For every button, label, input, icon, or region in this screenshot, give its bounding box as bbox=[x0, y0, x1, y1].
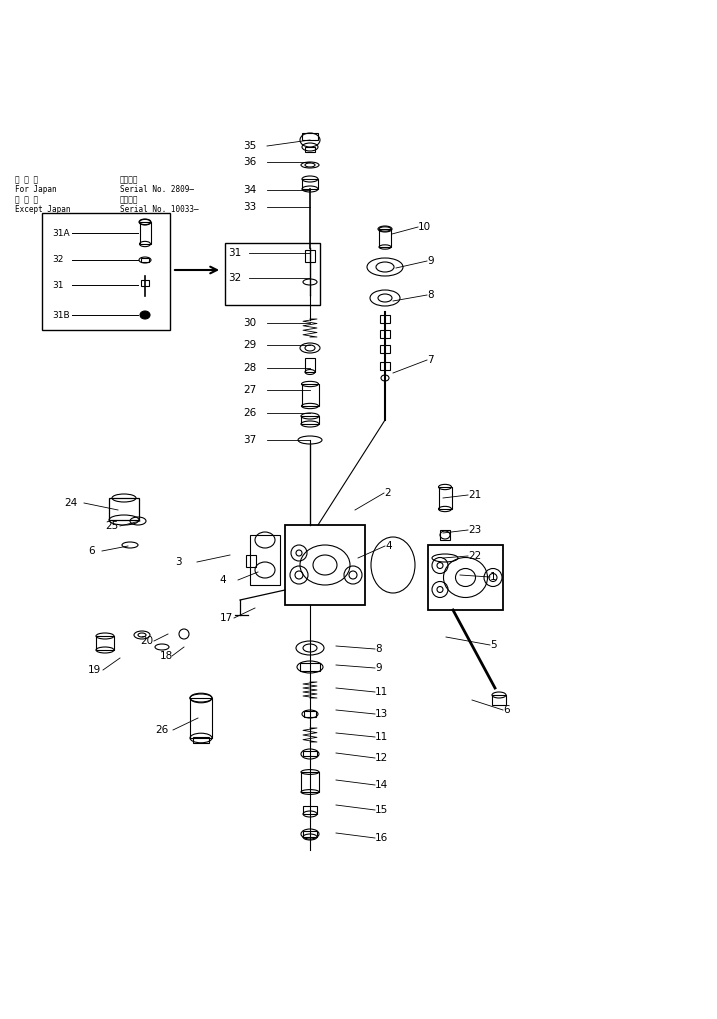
Bar bbox=[193, 737, 209, 743]
Text: 6: 6 bbox=[88, 546, 95, 556]
Bar bbox=[246, 555, 256, 567]
Text: 4: 4 bbox=[219, 575, 226, 585]
Bar bbox=[300, 663, 320, 671]
Text: 22: 22 bbox=[468, 551, 481, 561]
Text: Except Japan: Except Japan bbox=[15, 205, 70, 214]
Bar bbox=[303, 806, 317, 814]
Text: 31: 31 bbox=[228, 248, 241, 258]
Bar bbox=[380, 362, 390, 370]
Text: 适用号碠: 适用号碠 bbox=[120, 175, 138, 184]
Text: 10: 10 bbox=[418, 222, 431, 232]
Text: 14: 14 bbox=[375, 780, 388, 790]
Bar bbox=[380, 345, 390, 353]
Text: 海 外 用: 海 外 用 bbox=[15, 195, 38, 204]
Text: 31B: 31B bbox=[52, 311, 70, 320]
Text: 27: 27 bbox=[243, 385, 256, 395]
Bar bbox=[96, 636, 114, 650]
Bar bbox=[250, 535, 280, 585]
Bar bbox=[492, 695, 506, 705]
Text: Serial No. 2809–: Serial No. 2809– bbox=[120, 185, 194, 194]
Text: 30: 30 bbox=[243, 318, 256, 328]
Text: 4: 4 bbox=[385, 541, 391, 551]
Text: 32: 32 bbox=[52, 256, 63, 265]
Bar bbox=[190, 698, 212, 738]
Bar bbox=[225, 243, 320, 305]
Bar bbox=[301, 416, 319, 424]
Text: 6: 6 bbox=[503, 705, 510, 715]
Ellipse shape bbox=[140, 311, 150, 319]
Bar bbox=[42, 213, 170, 330]
Text: 24: 24 bbox=[64, 498, 77, 508]
Text: 3: 3 bbox=[175, 557, 181, 567]
Text: 16: 16 bbox=[375, 833, 388, 843]
Bar bbox=[302, 179, 318, 189]
Text: 35: 35 bbox=[243, 141, 256, 151]
Text: 7: 7 bbox=[427, 355, 434, 365]
Text: For Japan: For Japan bbox=[15, 185, 57, 194]
Text: 适用番号: 适用番号 bbox=[120, 195, 138, 204]
Text: 28: 28 bbox=[243, 363, 256, 373]
Text: 13: 13 bbox=[375, 709, 388, 719]
Bar bbox=[141, 280, 149, 286]
Bar bbox=[304, 711, 316, 717]
Bar bbox=[301, 772, 319, 792]
Text: 2: 2 bbox=[384, 488, 391, 498]
Text: 33: 33 bbox=[243, 202, 256, 212]
Text: Serial No. 10033–: Serial No. 10033– bbox=[120, 205, 199, 214]
Text: 37: 37 bbox=[243, 435, 256, 445]
Bar bbox=[380, 315, 390, 323]
Text: 17: 17 bbox=[220, 613, 233, 623]
Text: 18: 18 bbox=[160, 651, 174, 661]
Text: 9: 9 bbox=[375, 663, 381, 673]
Text: 1: 1 bbox=[490, 572, 497, 582]
Bar bbox=[305, 250, 315, 262]
Bar bbox=[140, 222, 151, 244]
Text: 19: 19 bbox=[88, 665, 101, 675]
Bar bbox=[439, 487, 452, 510]
Text: 5: 5 bbox=[490, 640, 497, 650]
Text: 9: 9 bbox=[427, 256, 434, 266]
Text: 25: 25 bbox=[105, 521, 118, 531]
Text: 国 内 用: 国 内 用 bbox=[15, 175, 38, 184]
Text: 11: 11 bbox=[375, 687, 388, 697]
Text: 11: 11 bbox=[375, 732, 388, 742]
Text: 29: 29 bbox=[243, 340, 256, 350]
Text: 8: 8 bbox=[375, 644, 381, 654]
Bar bbox=[302, 384, 318, 406]
Text: 23: 23 bbox=[468, 525, 481, 535]
Bar bbox=[109, 498, 139, 520]
Bar bbox=[305, 358, 315, 372]
Text: 32: 32 bbox=[228, 273, 241, 283]
Text: 31A: 31A bbox=[52, 228, 70, 237]
Text: 21: 21 bbox=[468, 490, 481, 500]
Bar bbox=[141, 258, 149, 262]
Text: 36: 36 bbox=[243, 157, 256, 167]
Text: 34: 34 bbox=[243, 185, 256, 195]
Bar bbox=[305, 147, 315, 152]
Text: 12: 12 bbox=[375, 753, 388, 763]
Bar bbox=[303, 751, 317, 756]
Text: 20: 20 bbox=[140, 636, 153, 646]
Text: 26: 26 bbox=[243, 408, 256, 418]
Text: 31: 31 bbox=[52, 280, 64, 289]
Bar bbox=[379, 229, 391, 247]
Text: 8: 8 bbox=[427, 290, 434, 300]
Bar bbox=[380, 330, 390, 338]
Bar bbox=[303, 832, 317, 837]
Text: 15: 15 bbox=[375, 805, 388, 815]
Bar bbox=[302, 133, 318, 140]
Bar bbox=[285, 525, 365, 605]
Bar bbox=[440, 530, 450, 540]
Text: 26: 26 bbox=[155, 725, 168, 735]
Bar bbox=[428, 545, 503, 610]
